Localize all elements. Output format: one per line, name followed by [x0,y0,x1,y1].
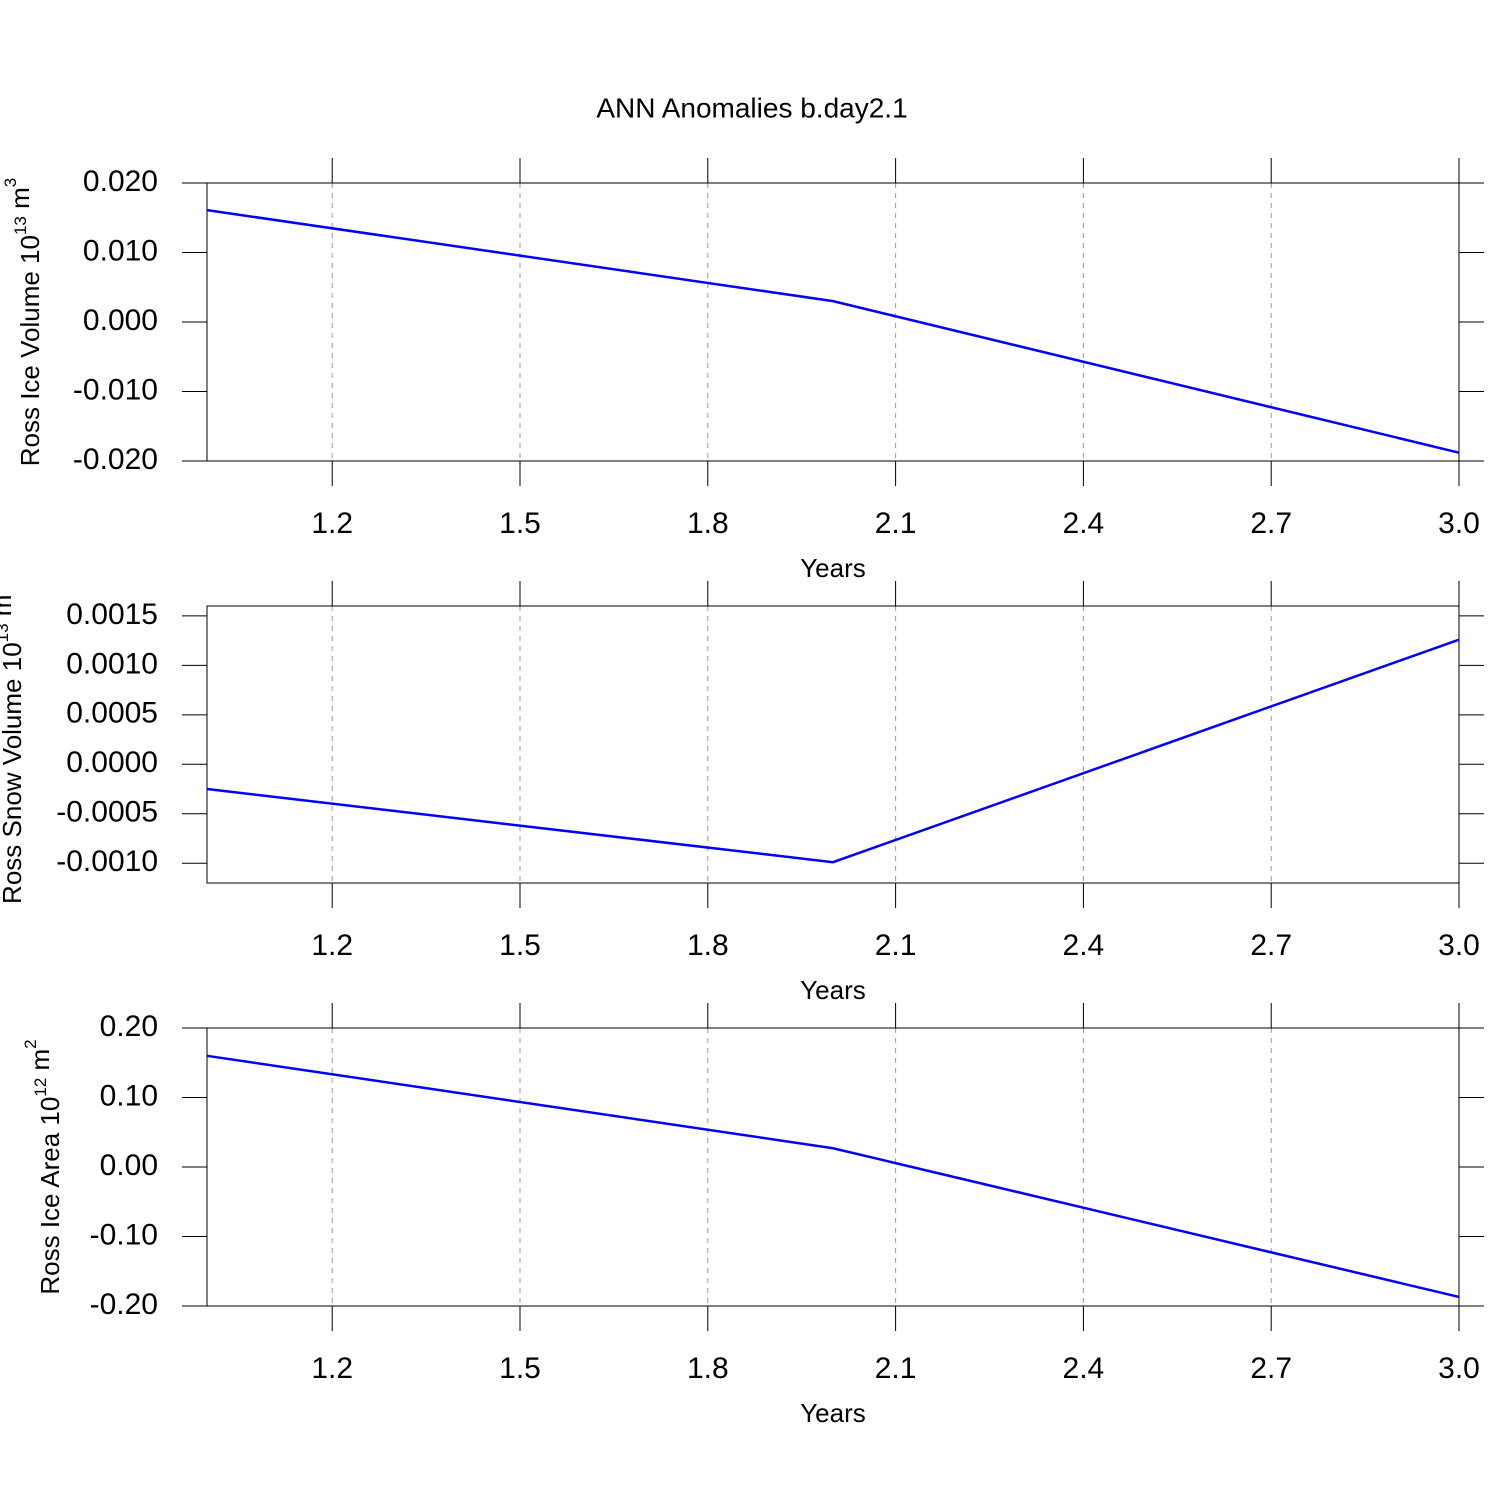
y-tick-label: 0.0015 [66,598,158,631]
y-axis-label-sup: 13 [0,623,12,642]
x-tick-label: 1.8 [687,507,729,540]
x-axis-label: Years [800,553,866,583]
y-axis-label-part: m [5,187,35,216]
data-line [206,638,1460,864]
y-tick-label: -0.20 [90,1288,158,1321]
y-axis-label-sup: 3 [0,585,2,594]
x-axis-label: Years [800,1398,866,1428]
y-tick-label: 0.0010 [66,647,158,680]
x-tick-label: 3.0 [1438,1352,1480,1385]
x-tick-label: 1.8 [687,929,729,962]
data-line [206,208,1460,454]
x-tick-label: 2.7 [1250,507,1292,540]
y-axis-label-part: m [25,1049,55,1078]
y-tick-label: 0.0005 [66,697,158,730]
x-tick-label: 2.1 [875,1352,917,1385]
x-tick-label: 2.4 [1063,1352,1105,1385]
x-tick-label: 3.0 [1438,507,1480,540]
x-tick-label: 3.0 [1438,929,1480,962]
x-tick-label: 1.5 [499,1352,541,1385]
y-tick-label: 0.010 [83,234,158,267]
x-tick-label: 1.8 [687,1352,729,1385]
y-tick-label: -0.10 [90,1218,158,1251]
plot-frame [206,605,1460,884]
y-tick-label: 0.000 [83,304,158,337]
y-axis-label-part: Ross Ice Area 10 [35,1097,65,1295]
x-tick-label: 2.7 [1250,929,1292,962]
x-tick-label: 1.5 [499,929,541,962]
plot-frame [206,182,1460,462]
x-tick-label: 1.5 [499,507,541,540]
x-axis-label: Years [800,975,866,1005]
y-axis-label-sup: 13 [11,216,30,235]
y-tick-label: 0.20 [100,1010,158,1043]
y-axis-label-part: m [0,595,17,624]
y-tick-label: -0.0010 [56,845,158,878]
y-axis-label: Ross Ice Area 1012 m2 [21,1039,64,1294]
y-tick-label: -0.020 [73,443,158,476]
y-tick-label: 0.10 [100,1079,158,1112]
x-tick-label: 1.2 [311,507,353,540]
y-tick-label: 0.0000 [66,746,158,779]
y-axis-label-part: Ross Snow Volume 10 [0,642,27,904]
figure-title: ANN Anomalies b.day2.1 [596,92,907,123]
y-axis-label-sup: 3 [1,178,20,187]
x-tick-label: 1.2 [311,929,353,962]
x-tick-label: 1.2 [311,1352,353,1385]
y-axis-label: Ross Ice Volume 1013 m3 [1,178,44,467]
y-tick-label: 0.00 [100,1149,158,1182]
y-tick-label: -0.010 [73,373,158,406]
y-tick-label: -0.0005 [56,796,158,829]
plot-frame [206,1027,1460,1307]
y-axis-label-part: Ross Ice Volume 10 [15,235,45,466]
x-tick-label: 2.1 [875,929,917,962]
x-tick-label: 2.4 [1063,929,1105,962]
x-tick-label: 2.1 [875,507,917,540]
y-tick-label: 0.020 [83,165,158,198]
y-axis-label: Ross Snow Volume 1013 m3 [0,585,27,904]
data-line [206,1054,1460,1299]
x-tick-label: 2.7 [1250,1352,1292,1385]
x-tick-label: 2.4 [1063,507,1105,540]
y-axis-label-sup: 12 [31,1078,50,1097]
y-axis-label-sup: 2 [21,1039,40,1048]
